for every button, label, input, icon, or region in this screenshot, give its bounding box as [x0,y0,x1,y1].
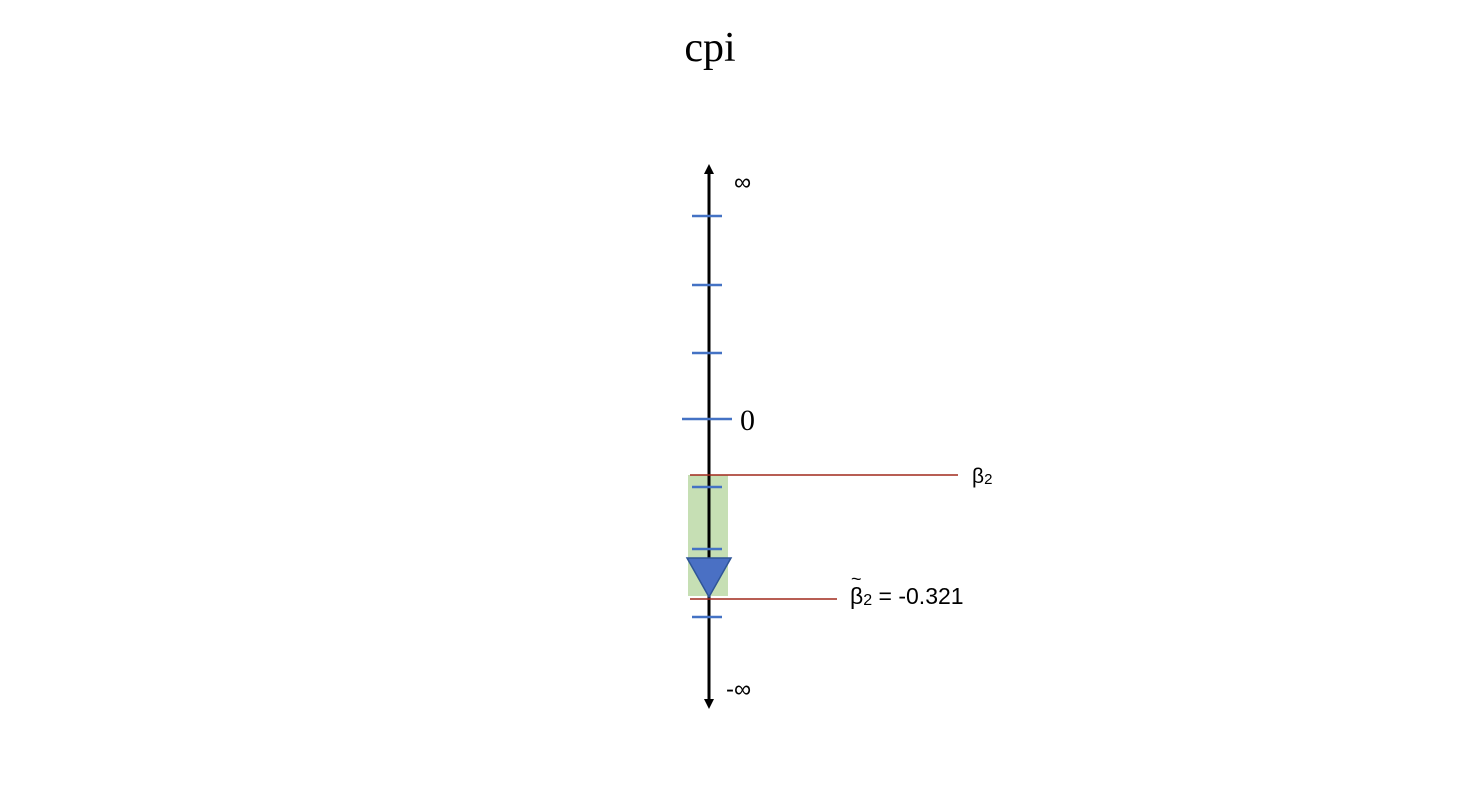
positive-infinity-label: ∞ [734,169,751,196]
diagram-title: cpi [684,25,736,71]
negative-infinity-label: -∞ [726,676,751,703]
beta-tilde-symbol: β [850,583,863,609]
beta-subscript: 2 [984,471,992,488]
beta-symbol: β [972,465,984,488]
estimate-pointer-triangle [685,557,733,599]
beta-tilde-accent: ~ [851,569,862,589]
zero-label: 0 [740,404,755,437]
beta-tilde-value: = -0.321 [872,583,963,609]
beta-label: β2 [972,465,992,488]
beta-tilde-subscript: 2 [863,592,872,609]
beta-tilde-label: β2 = -0.321 [850,583,964,609]
